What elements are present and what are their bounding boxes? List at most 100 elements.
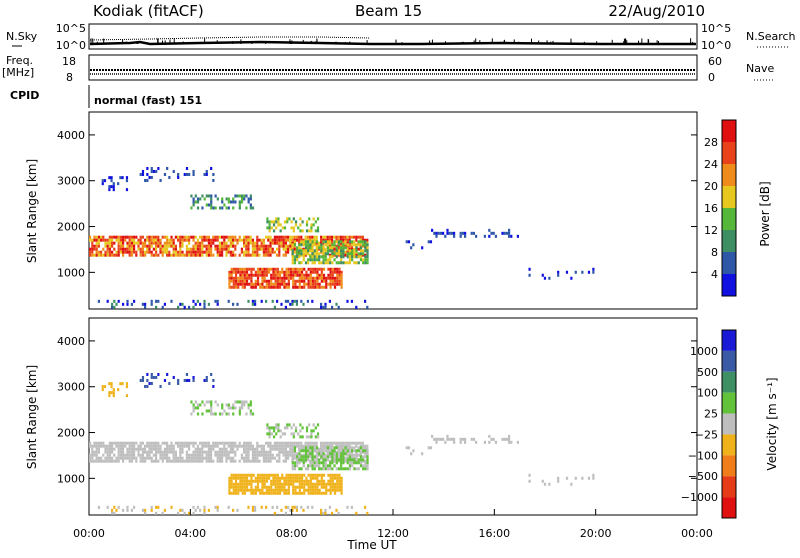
power-cell [270, 285, 273, 289]
velocity-cell [111, 450, 114, 454]
power-cell [237, 282, 240, 286]
power-cell [113, 253, 116, 257]
power-cell [207, 238, 210, 242]
power-cell [152, 253, 155, 257]
velocity-cell [254, 488, 257, 492]
power-cell [225, 244, 228, 248]
power-cell [241, 273, 244, 277]
power-cell [331, 261, 334, 265]
power-cell [355, 238, 358, 242]
velocity-cell [267, 444, 270, 448]
noise-tick-right-bottom: 10^0 [701, 39, 731, 52]
velocity-cell [337, 444, 340, 448]
power-cell [168, 244, 171, 248]
power-cell [139, 238, 142, 242]
velocity-cell [570, 482, 573, 486]
velocity-cell [201, 456, 204, 460]
power-cell [146, 238, 149, 242]
power-cell [248, 267, 251, 271]
velocity-cell [247, 444, 250, 448]
velocity-cell [412, 449, 415, 453]
velocity-cell [261, 476, 264, 480]
velocity-cell [188, 459, 191, 463]
power-cell [205, 244, 208, 248]
power-cell [302, 238, 305, 242]
power-cell [247, 197, 250, 201]
velocity-cell [314, 491, 317, 495]
power-cell [272, 223, 276, 227]
velocity-cell [453, 440, 456, 444]
velocity-cell [232, 403, 235, 407]
velocity-cell [340, 458, 343, 462]
power-cell [241, 282, 244, 286]
power-cell [214, 247, 217, 251]
velocity-cell [141, 375, 145, 379]
power-cell [227, 299, 230, 303]
velocity-cell [294, 491, 297, 495]
velocity-cell [111, 444, 114, 448]
velocity-cell [320, 447, 323, 451]
velocity-cell [93, 450, 96, 454]
power-cell [168, 250, 171, 254]
velocity-cell [102, 444, 105, 448]
velocity-cell [95, 450, 98, 454]
velocity-cell [337, 455, 341, 459]
velocity-cell [268, 426, 271, 430]
velocity-cell [146, 453, 149, 457]
power-cell [201, 238, 204, 242]
velocity-cell [258, 450, 261, 454]
velocity-cell [340, 461, 343, 465]
power-cell [168, 253, 171, 257]
velocity-cell [199, 450, 202, 454]
velocity-cell [346, 441, 349, 445]
velocity-cell [298, 479, 301, 483]
power-cell [223, 244, 226, 248]
power-cell [265, 270, 268, 274]
power-cell [150, 166, 153, 170]
velocity-cell [337, 511, 340, 515]
velocity-cell [141, 378, 145, 382]
velocity-cell [108, 382, 111, 386]
power-cell [170, 241, 173, 245]
power-cell [320, 285, 323, 289]
power-cell [229, 244, 232, 248]
y-tick-label: 1000 [57, 472, 85, 485]
velocity-cell [89, 459, 92, 463]
power-cell [284, 235, 287, 239]
velocity-cell [291, 441, 294, 445]
power-cell [126, 244, 129, 248]
power-cell [283, 282, 286, 286]
power-cell [249, 206, 252, 210]
power-cell [308, 217, 311, 221]
power-cell [470, 231, 473, 235]
power-cell [338, 267, 341, 271]
power-cell [119, 176, 122, 180]
power-cell [492, 231, 495, 235]
power-cell [338, 273, 341, 277]
power-cell [437, 231, 440, 235]
power-cell [298, 282, 301, 286]
power-cell [282, 241, 285, 245]
velocity-cell [100, 441, 103, 445]
velocity-cell [110, 385, 113, 389]
velocity-cell [318, 461, 321, 465]
power-cell [232, 253, 235, 257]
velocity-cell [300, 441, 303, 445]
velocity-cell [285, 488, 288, 492]
velocity-cell [304, 455, 308, 459]
velocity-cell [247, 453, 250, 457]
velocity-cell [581, 476, 584, 480]
power-cell [250, 270, 253, 274]
velocity-cell [269, 459, 272, 463]
velocity-cell [329, 488, 332, 492]
power-cell [238, 253, 241, 257]
velocity-cell [267, 476, 271, 480]
velocity-cell [276, 447, 279, 451]
velocity-cell [174, 441, 177, 445]
velocity-cell [248, 488, 251, 492]
velocity-cell [232, 456, 235, 460]
power-cell [271, 241, 274, 245]
velocity-cell [221, 456, 224, 460]
velocity-cell [250, 479, 253, 483]
power-cell [305, 282, 308, 286]
